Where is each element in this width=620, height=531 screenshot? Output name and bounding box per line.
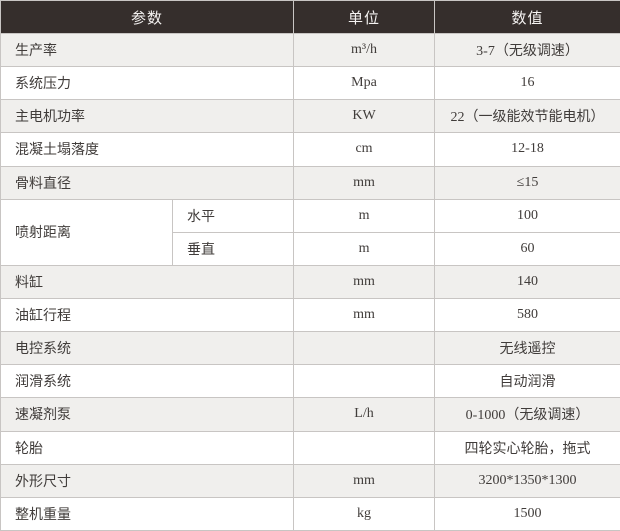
unit-cell: kg	[293, 496, 436, 531]
unit-cell	[293, 364, 436, 399]
value-cell: 60	[434, 231, 620, 266]
param-cell: 骨料直径	[0, 165, 295, 200]
value-cell: 0-1000（无级调速）	[434, 397, 620, 432]
header-cell-unit: 单位	[293, 0, 436, 34]
header-row: 参数 单位 数值	[0, 0, 620, 34]
unit-cell: Mpa	[293, 66, 436, 101]
header-cell-value: 数值	[434, 0, 620, 34]
unit-cell: mm	[293, 165, 436, 200]
table-row: 主电机功率 KW 22（一级能效节能电机）	[0, 99, 620, 134]
value-cell: 12-18	[434, 132, 620, 167]
value-cell: 自动润滑	[434, 364, 620, 399]
unit-cell	[293, 430, 436, 465]
param-cell: 润滑系统	[0, 364, 295, 399]
table-row: 轮胎 四轮实心轮胎，拖式	[0, 430, 620, 465]
table-row: 垂直 m 60	[1, 231, 620, 266]
param-cell: 轮胎	[0, 430, 295, 465]
param-cell: 混凝土塌落度	[0, 132, 295, 167]
table-row: 电控系统 无线遥控	[0, 331, 620, 366]
unit-cell: m	[293, 198, 436, 233]
param-cell: 速凝剂泵	[0, 397, 295, 432]
unit-cell: m	[293, 231, 436, 266]
table-row: 外形尺寸 mm 3200*1350*1300	[0, 463, 620, 498]
table-row: 生产率 m³/h 3-7（无级调速）	[0, 32, 620, 68]
table-row: 料缸 mm 140	[0, 264, 620, 300]
value-cell: 3-7（无级调速）	[434, 32, 620, 68]
value-cell: 100	[434, 198, 620, 233]
param-cell: 料缸	[0, 264, 295, 300]
table-row: 系统压力 Mpa 16	[0, 66, 620, 101]
param-cell: 生产率	[0, 32, 295, 68]
table-row: 速凝剂泵 L/h 0-1000（无级调速）	[0, 397, 620, 432]
table-row: 润滑系统 自动润滑	[0, 364, 620, 399]
param-cell: 系统压力	[0, 66, 295, 101]
unit-cell: KW	[293, 99, 436, 134]
value-cell: 1500	[434, 496, 620, 531]
param-cell: 主电机功率	[0, 99, 295, 134]
value-cell: 580	[434, 297, 620, 333]
value-cell: 无线遥控	[434, 331, 620, 366]
sub-param-cell: 垂直	[171, 231, 295, 266]
param-cell: 油缸行程	[0, 297, 295, 333]
header-cell-param: 参数	[0, 0, 295, 34]
table-row: 喷射距离 水平 m 100	[0, 198, 620, 266]
unit-cell: mm	[293, 264, 436, 300]
value-cell: 四轮实心轮胎，拖式	[434, 430, 620, 465]
sub-param-cell: 水平	[171, 198, 295, 233]
table-row: 骨料直径 mm ≤15	[0, 165, 620, 200]
value-cell: 3200*1350*1300	[434, 463, 620, 498]
value-cell: ≤15	[434, 165, 620, 200]
unit-cell: mm	[293, 463, 436, 498]
param-cell: 外形尺寸	[0, 463, 295, 498]
value-cell: 16	[434, 66, 620, 101]
table-row: 混凝土塌落度 cm 12-18	[0, 132, 620, 167]
unit-cell	[293, 331, 436, 366]
param-cell: 电控系统	[0, 331, 295, 366]
value-cell: 140	[434, 264, 620, 300]
unit-cell: L/h	[293, 397, 436, 432]
table-row: 整机重量 kg 1500	[0, 496, 620, 531]
param-cell-spray-distance: 喷射距离	[0, 198, 173, 266]
param-cell: 整机重量	[0, 496, 295, 531]
table-row: 油缸行程 mm 580	[0, 297, 620, 333]
unit-cell: cm	[293, 132, 436, 167]
unit-cell: m³/h	[293, 32, 436, 68]
value-cell: 22（一级能效节能电机）	[434, 99, 620, 134]
unit-cell: mm	[293, 297, 436, 333]
